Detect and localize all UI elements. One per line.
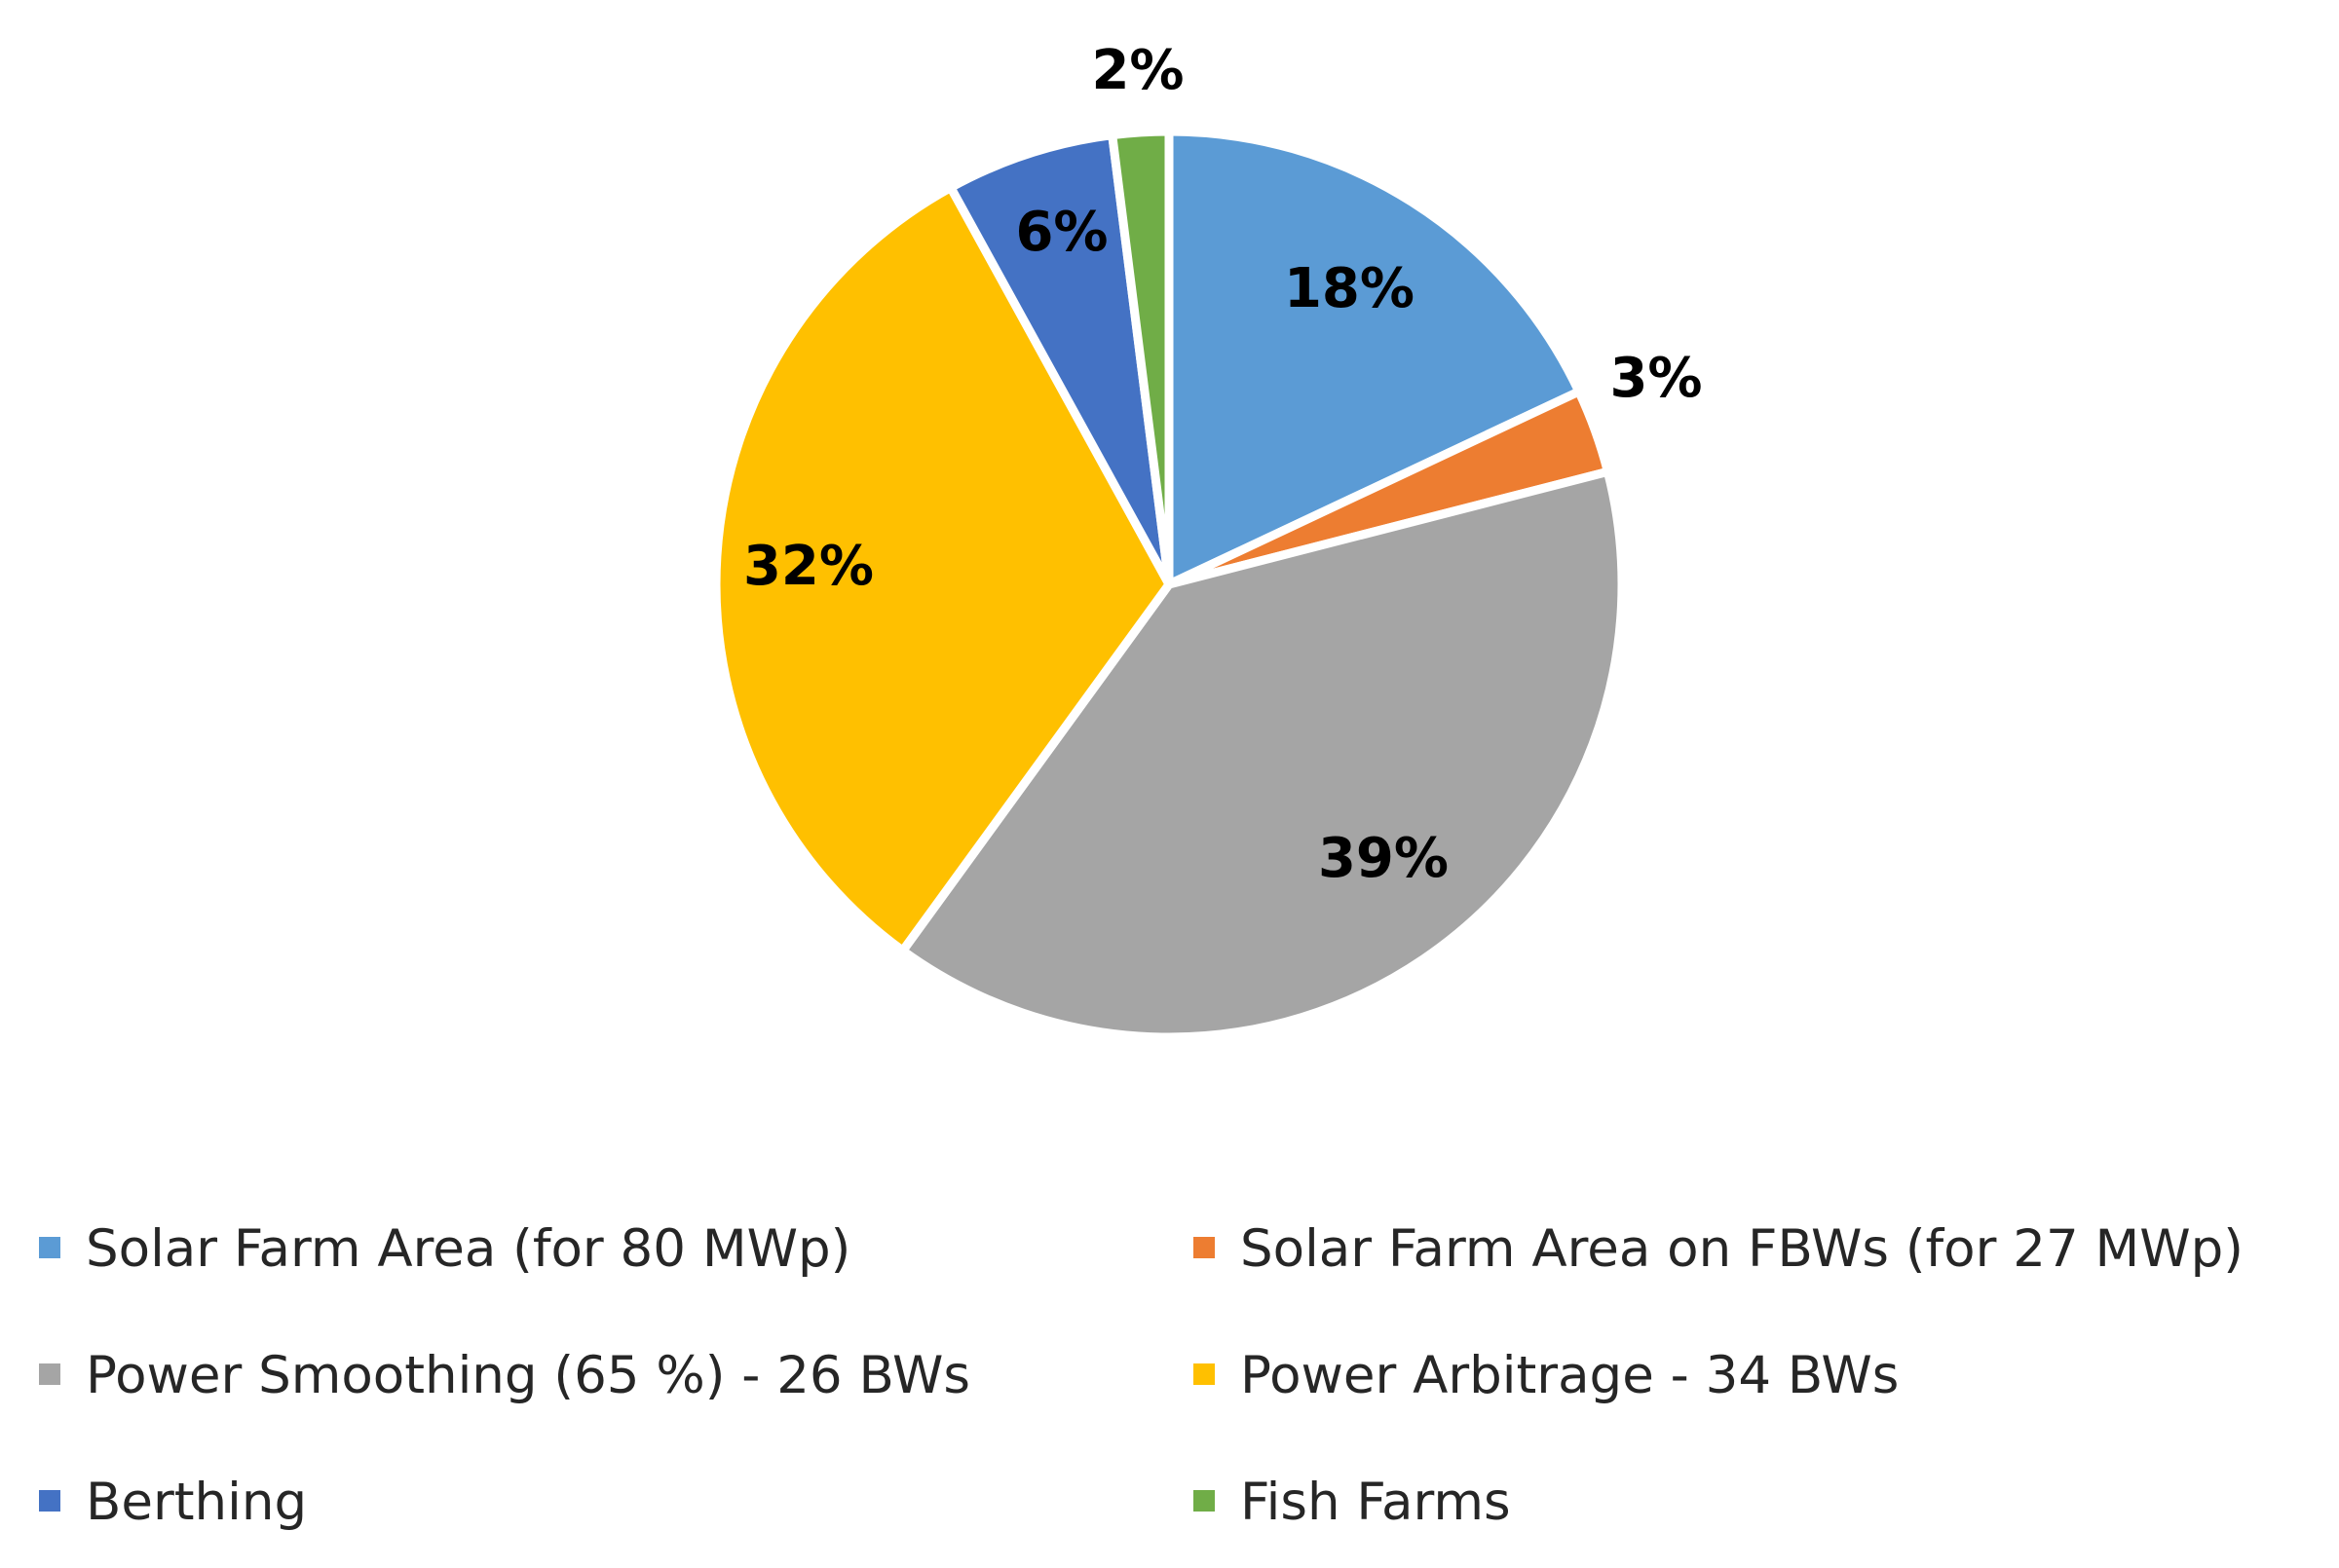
legend-label-1: Solar Farm Area (for 80 MWp) [86, 1219, 850, 1279]
pie-slice-6 [1108, 127, 1174, 589]
legend-item-1: Solar Farm Area (for 80 MWp) [39, 1219, 850, 1279]
pie-slices [711, 127, 1627, 1042]
data-label-1: 18% [1284, 257, 1415, 320]
legend-item-3: Power Smoothing (65 %) - 26 BWs [39, 1346, 970, 1405]
legend-swatch-2 [1193, 1237, 1215, 1258]
legend-swatch-4 [1193, 1363, 1215, 1385]
data-labels: 18% 3% 39% 32% 6% 2% [743, 39, 1703, 890]
legend-item-4: Power Arbitrage - 34 BWs [1193, 1346, 1899, 1405]
legend-item-5: Berthing [39, 1473, 307, 1532]
legend-item-2: Solar Farm Area on FBWs (for 27 MWp) [1193, 1219, 2244, 1279]
legend-swatch-5 [39, 1490, 60, 1512]
data-label-5: 6% [1015, 201, 1108, 264]
data-label-2: 3% [1609, 347, 1702, 410]
legend-swatch-6 [1193, 1490, 1215, 1512]
data-label-4: 32% [743, 535, 874, 598]
legend: Solar Farm Area (for 80 MWp) Solar Farm A… [39, 1219, 2244, 1532]
legend-label-2: Solar Farm Area on FBWs (for 27 MWp) [1240, 1219, 2244, 1279]
legend-label-3: Power Smoothing (65 %) - 26 BWs [86, 1346, 970, 1405]
pie-slice-4 [711, 183, 1174, 955]
legend-label-5: Berthing [86, 1473, 307, 1532]
data-label-3: 39% [1318, 827, 1449, 890]
pie-slice-5 [946, 131, 1174, 589]
data-label-6: 2% [1091, 39, 1184, 102]
pie-slice-3 [898, 467, 1627, 1042]
pie-slice-1 [1164, 127, 1584, 589]
legend-swatch-1 [39, 1237, 60, 1258]
legend-swatch-3 [39, 1363, 60, 1385]
legend-label-6: Fish Farms [1240, 1473, 1511, 1532]
legend-item-6: Fish Farms [1193, 1473, 1511, 1532]
legend-label-4: Power Arbitrage - 34 BWs [1240, 1346, 1899, 1405]
